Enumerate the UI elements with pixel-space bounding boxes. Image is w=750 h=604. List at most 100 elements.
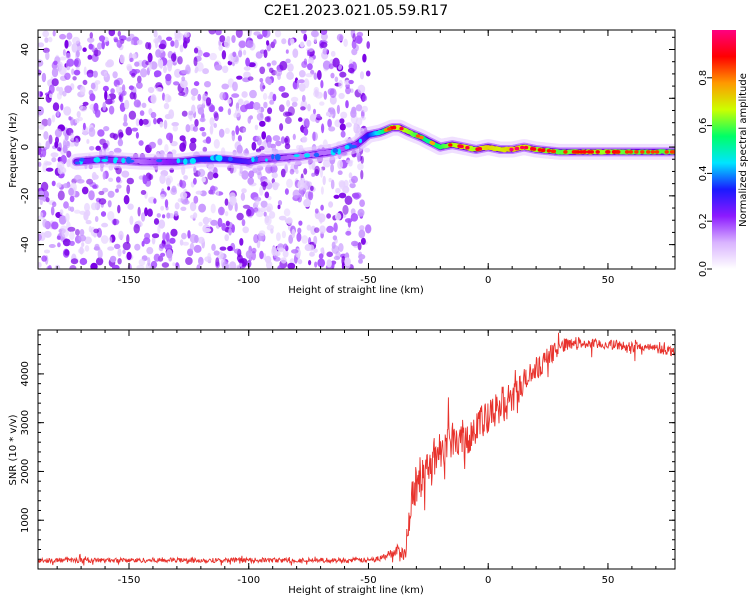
noise-blob (194, 48, 198, 54)
noise-blob (210, 185, 215, 194)
noise-blob (159, 174, 165, 184)
noise-blob (157, 213, 161, 218)
noise-blob (182, 200, 190, 205)
ridge-hotspot (590, 150, 594, 154)
noise-blob (88, 55, 93, 60)
noise-blob (257, 113, 264, 121)
noise-blob (42, 31, 49, 38)
noise-blob (326, 252, 333, 258)
noise-blob (149, 62, 152, 72)
noise-blob (306, 40, 311, 47)
spectrogram-x-label: Height of straight line (km) (288, 285, 424, 296)
noise-blob (94, 244, 99, 250)
ridge-blob (345, 145, 350, 149)
noise-blob (320, 42, 327, 48)
noise-blob (211, 204, 216, 214)
noise-blob (238, 259, 244, 264)
noise-blob (126, 127, 133, 136)
noise-blob (52, 68, 58, 77)
noise-blob (174, 211, 178, 217)
noise-blob (57, 147, 61, 151)
noise-blob (318, 213, 326, 222)
noise-blob (167, 62, 172, 71)
noise-blob (115, 189, 119, 193)
noise-blob (259, 78, 263, 83)
noise-blob (242, 226, 249, 233)
noise-blob (337, 160, 343, 169)
noise-blob (194, 235, 199, 243)
noise-blob (226, 221, 230, 227)
noise-blob (58, 190, 65, 200)
noise-blob (340, 112, 347, 119)
noise-blob (53, 30, 56, 36)
noise-blob (279, 86, 286, 92)
noise-blob (357, 153, 361, 163)
noise-blob (44, 37, 48, 43)
noise-blob (337, 105, 340, 114)
noise-blob (52, 115, 56, 123)
noise-blob (93, 174, 99, 179)
noise-blob (72, 76, 76, 80)
noise-blob (147, 209, 153, 217)
noise-blob (249, 90, 257, 98)
noise-blob (229, 196, 236, 206)
noise-blob (93, 184, 98, 189)
noise-blob (265, 192, 270, 199)
noise-blob (321, 123, 324, 133)
noise-blob (70, 207, 74, 212)
noise-blob (74, 59, 79, 65)
y-tick-label: 0 (20, 144, 31, 150)
noise-blob (196, 191, 203, 195)
noise-blob (323, 176, 326, 185)
noise-blob (281, 257, 287, 263)
ridge-blob (216, 155, 223, 161)
noise-blob (36, 60, 43, 67)
noise-blob (165, 74, 171, 82)
x-tick-label: -100 (237, 275, 260, 286)
noise-blob (74, 175, 82, 182)
colorbar-tick-label: 0.2 (698, 213, 709, 229)
noise-blob (49, 94, 52, 99)
noise-blob (45, 51, 49, 60)
noise-blob (189, 142, 196, 152)
noise-blob (246, 250, 253, 259)
noise-blob (220, 247, 227, 251)
noise-blob (97, 43, 102, 50)
noise-blob (103, 126, 109, 131)
noise-blob (101, 235, 109, 244)
noise-blob (49, 85, 55, 94)
ridge-hotspot (399, 127, 403, 131)
noise-blob (226, 36, 230, 42)
noise-blob (311, 173, 315, 177)
noise-blob (64, 249, 69, 255)
noise-blob (267, 142, 271, 148)
ridge-hotspot (547, 149, 551, 153)
noise-blob (333, 235, 337, 240)
noise-blob (360, 170, 363, 180)
noise-blob (113, 219, 117, 226)
noise-blob (326, 112, 330, 117)
noise-blob (140, 110, 145, 116)
noise-blob (232, 132, 235, 142)
noise-blob (94, 103, 99, 112)
noise-blob (95, 216, 99, 222)
noise-blob (218, 106, 223, 112)
noise-blob (84, 67, 87, 76)
x-tick-label: 0 (485, 575, 491, 586)
noise-blob (259, 67, 265, 75)
noise-blob (180, 180, 186, 188)
noise-blob (248, 76, 254, 80)
noise-blob (112, 265, 120, 271)
noise-blob (231, 224, 235, 233)
ridge-hotspot (551, 149, 555, 153)
ridge-hotspot (651, 150, 655, 154)
noise-blob (181, 76, 185, 81)
noise-blob (338, 93, 344, 99)
noise-blob (172, 262, 175, 266)
noise-blob (37, 142, 42, 146)
noise-blob (354, 123, 358, 128)
ridge-hotspot (616, 150, 620, 154)
noise-blob (105, 61, 112, 67)
noise-blob (314, 262, 317, 268)
